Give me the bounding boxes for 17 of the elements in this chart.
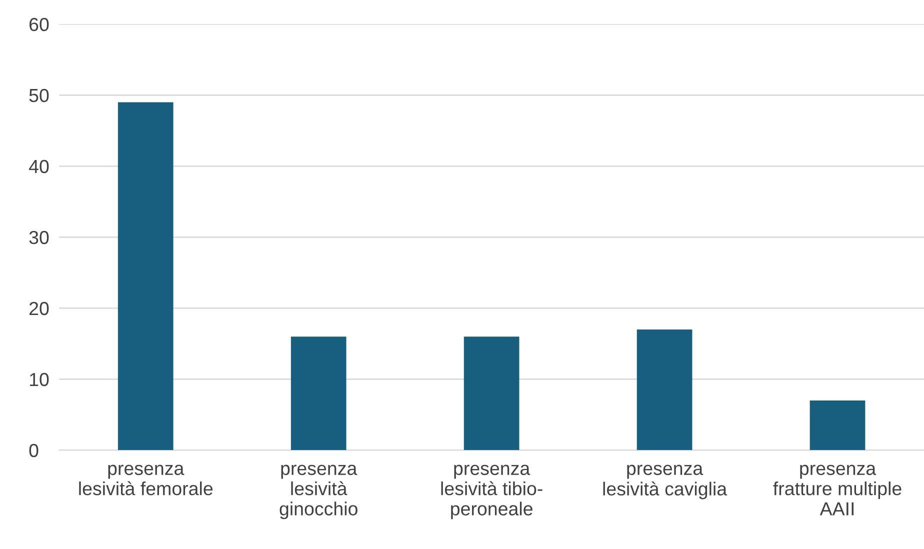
y-tick-label: 30 (29, 230, 49, 244)
bar (290, 336, 346, 450)
x-tick-label: presenza lesività caviglia (603, 464, 728, 500)
y-tick-label: 10 (30, 372, 49, 386)
x-tick-label: presenza lesività ginocchio (280, 464, 358, 520)
y-tick-label: 0 (29, 444, 38, 458)
bar (464, 336, 520, 450)
x-tick-label: presenza lesività tibio- peroneale (441, 464, 542, 520)
y-tick-label: 60 (30, 18, 49, 32)
bar (118, 102, 174, 450)
bar (810, 400, 866, 450)
y-tick-label: 20 (30, 302, 49, 316)
y-tick-label: 40 (29, 160, 49, 174)
y-tick-label: 50 (29, 88, 49, 102)
x-tick-label: presenza fratture multiple AAII (773, 464, 902, 516)
bar (636, 329, 692, 450)
x-tick-label: presenza lesività femorale (79, 464, 213, 496)
